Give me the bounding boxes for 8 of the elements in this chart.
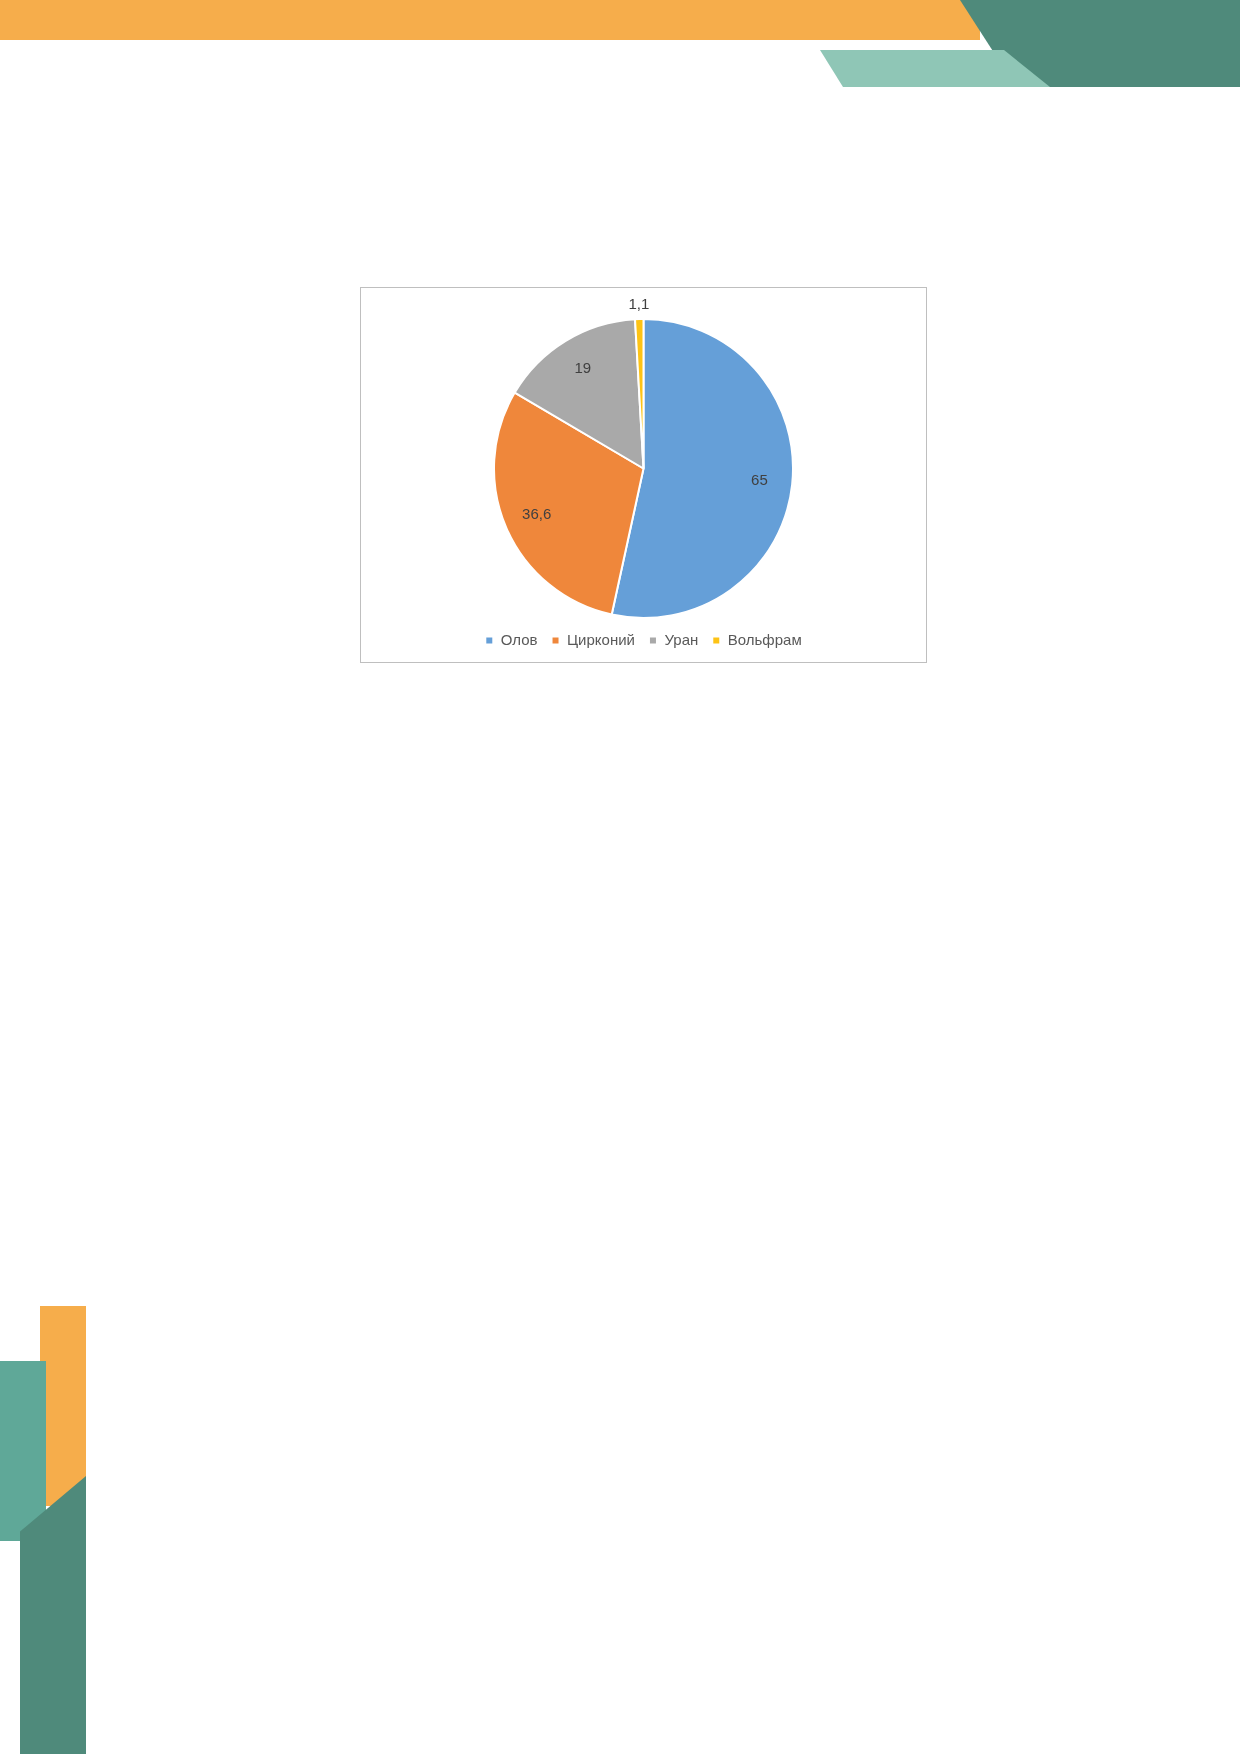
legend-label: Олов	[500, 630, 538, 648]
legend-label: Вольфрам	[727, 630, 802, 648]
legend-label: Цирконий	[567, 630, 635, 648]
legend-label: Уран	[664, 630, 699, 648]
data-label: 1,1	[628, 295, 650, 313]
data-label: 36,6	[522, 505, 552, 523]
data-label: 65	[751, 471, 768, 489]
data-label: 19	[574, 359, 592, 377]
